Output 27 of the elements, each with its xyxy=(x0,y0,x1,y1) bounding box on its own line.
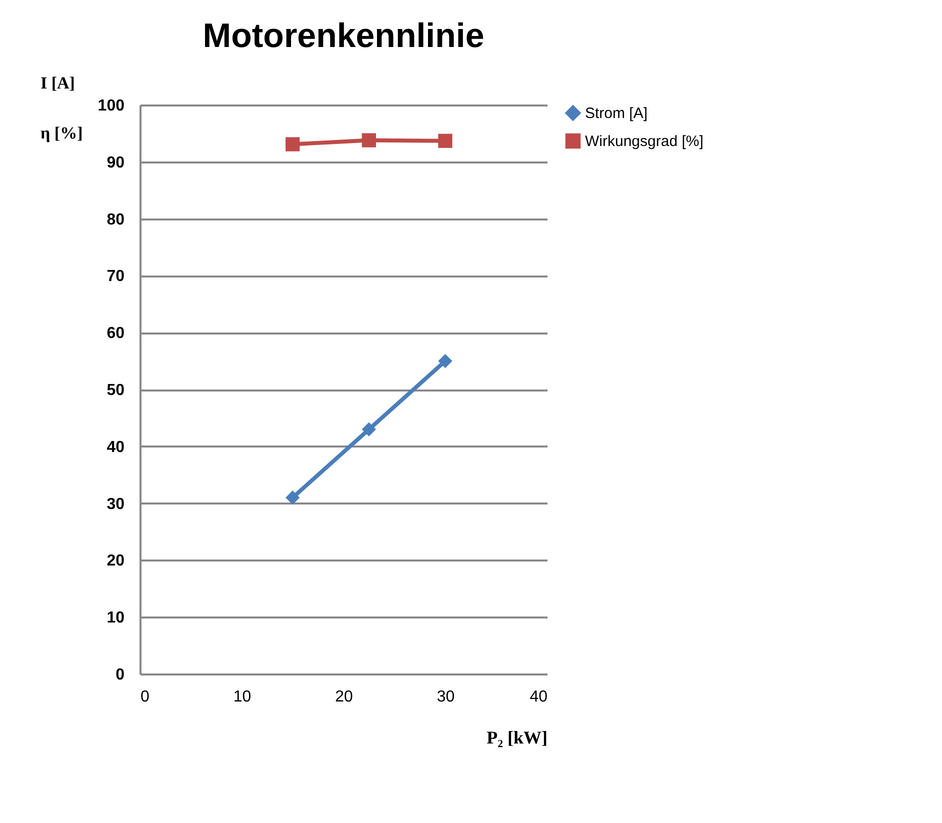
x-tick-label: 0 xyxy=(140,688,150,706)
point xyxy=(362,133,376,148)
x-tick-label: 40 xyxy=(530,688,548,706)
y-tick-label: 60 xyxy=(106,325,125,342)
x-tick-label: 30 xyxy=(436,688,455,706)
legend-label: Strom [A] xyxy=(585,105,648,122)
text: I [A] η [%] xyxy=(40,74,83,142)
legend-label: Wirkungsgrad [%] xyxy=(585,133,704,150)
y-tick-label: 50 xyxy=(106,382,125,399)
x-tick-label: 10 xyxy=(233,688,252,706)
y-tick-label: 100 xyxy=(98,98,125,114)
point xyxy=(286,137,300,152)
point xyxy=(438,134,452,148)
y-tick-label: 90 xyxy=(106,154,125,172)
x-axis-title: P₂ [kW] xyxy=(486,728,548,748)
chart-title: Motorenkennlinie xyxy=(202,17,484,55)
y-tick-label: 40 xyxy=(106,438,125,456)
y-tick-label: 20 xyxy=(106,552,125,570)
y-tick-label: 70 xyxy=(106,268,125,286)
y-tick-label: 30 xyxy=(106,496,125,513)
x-tick-label: 20 xyxy=(335,688,353,706)
point xyxy=(286,490,300,505)
point xyxy=(438,354,452,368)
point xyxy=(362,422,376,436)
y-tick-label: 0 xyxy=(116,666,125,684)
y-tick-label: 10 xyxy=(106,610,125,627)
y-tick-label: 80 xyxy=(106,211,125,228)
